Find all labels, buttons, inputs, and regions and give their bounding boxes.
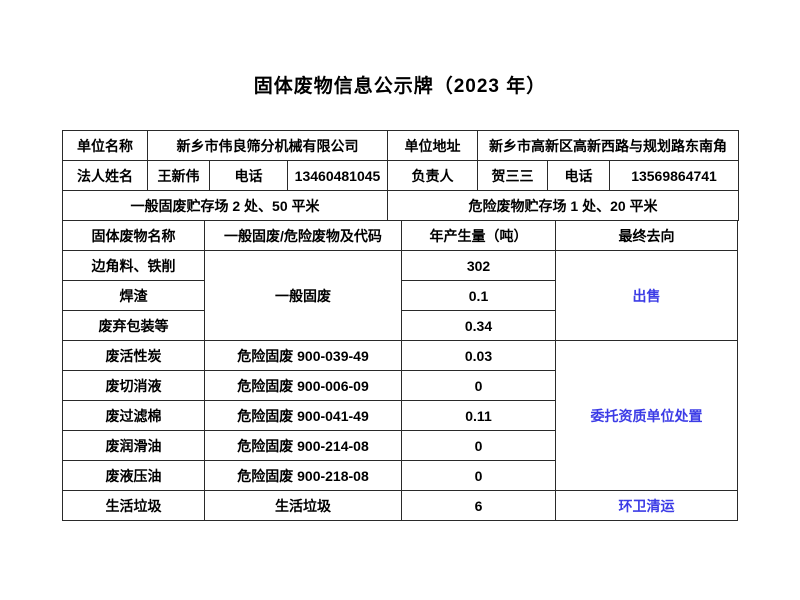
- waste-row: 焊渣 0.1: [62, 280, 738, 311]
- col-header-waste-code: 一般固废/危险废物及代码: [204, 220, 402, 251]
- waste-name-cell: 边角料、铁削: [62, 250, 205, 281]
- waste-row: 废弃包装等 0.34: [62, 310, 738, 341]
- waste-amount-cell: 6: [401, 490, 556, 521]
- col-header-destination: 最终去向: [555, 220, 738, 251]
- waste-amount-cell: 0.34: [401, 310, 556, 341]
- waste-amount-cell: 0: [401, 430, 556, 461]
- waste-row: 生活垃圾 生活垃圾 6 环卫清运: [62, 490, 738, 521]
- legal-person-cell: 王新伟: [147, 160, 210, 191]
- unit-name-label-cell: 单位名称: [62, 130, 148, 161]
- waste-name-cell: 生活垃圾: [62, 490, 205, 521]
- waste-info-board: 单位名称 新乡市伟良筛分机械有限公司 单位地址 新乡市高新区高新西路与规划路东南…: [61, 130, 740, 521]
- waste-destination-cell: 环卫清运: [555, 490, 738, 521]
- unit-address-cell: 新乡市高新区高新西路与规划路东南角: [477, 130, 740, 161]
- waste-row: 边角料、铁削 一般固废 302 出售: [62, 250, 738, 341]
- table-row: 单位名称 新乡市伟良筛分机械有限公司 单位地址 新乡市高新区高新西路与规划路东南…: [62, 130, 740, 161]
- waste-code-cell: 危险固废 900-039-49: [204, 340, 402, 371]
- waste-name-cell: 废弃包装等: [62, 310, 205, 341]
- waste-code-cell: 一般固废: [204, 250, 402, 341]
- waste-row: 废切消液 危险固废 900-006-09 0: [62, 370, 738, 401]
- hazardous-storage-cell: 危险废物贮存场 1 处、20 平米: [387, 190, 740, 221]
- waste-amount-cell: 0.1: [401, 280, 556, 311]
- col-header-amount: 年产生量（吨）: [401, 220, 556, 251]
- phone1-label-cell: 电话: [209, 160, 288, 191]
- legal-person-label-cell: 法人姓名: [62, 160, 148, 191]
- waste-amount-cell: 0: [401, 370, 556, 401]
- table-row: 法人姓名 王新伟 电话 13460481045 负责人 贺三三 电话 13569…: [62, 160, 740, 191]
- col-header-waste-name: 固体废物名称: [62, 220, 205, 251]
- manager-label-cell: 负责人: [387, 160, 479, 191]
- waste-code-cell: 危险固废 900-218-08: [204, 460, 402, 491]
- waste-destination-cell: 委托资质单位处置: [555, 340, 738, 491]
- waste-row: 废润滑油 危险固废 900-214-08 0: [62, 430, 738, 461]
- waste-row: 废过滤棉 危险固废 900-041-49 0.11: [62, 400, 738, 431]
- waste-amount-cell: 302: [401, 250, 556, 281]
- waste-destination-cell: 出售: [555, 250, 738, 341]
- waste-code-cell: 危险固废 900-006-09: [204, 370, 402, 401]
- unit-address-label-cell: 单位地址: [387, 130, 479, 161]
- waste-code-cell: 危险固废 900-041-49: [204, 400, 402, 431]
- table-header-row: 固体废物名称 一般固废/危险废物及代码 年产生量（吨） 最终去向: [62, 220, 738, 251]
- waste-name-cell: 废液压油: [62, 460, 205, 491]
- waste-amount-cell: 0.11: [401, 400, 556, 431]
- waste-name-cell: 废切消液: [62, 370, 205, 401]
- waste-detail-table: 固体废物名称 一般固废/危险废物及代码 年产生量（吨） 最终去向 边角料、铁削 …: [62, 220, 738, 521]
- waste-amount-cell: 0.03: [401, 340, 556, 371]
- phone2-cell: 13569864741: [609, 160, 740, 191]
- general-storage-cell: 一般固废贮存场 2 处、50 平米: [61, 190, 389, 221]
- waste-row: 废活性炭 危险固废 900-039-49 0.03 委托资质单位处置: [62, 340, 738, 491]
- waste-name-cell: 废活性炭: [62, 340, 205, 371]
- page-title: 固体废物信息公示牌（2023 年）: [253, 76, 547, 97]
- table-row: 一般固废贮存场 2 处、50 平米 危险废物贮存场 1 处、20 平米: [61, 190, 740, 221]
- phone2-label-cell: 电话: [547, 160, 611, 191]
- waste-name-cell: 焊渣: [62, 280, 205, 311]
- manager-cell: 贺三三: [477, 160, 549, 191]
- unit-name-cell: 新乡市伟良筛分机械有限公司: [146, 130, 389, 161]
- waste-amount-cell: 0: [401, 460, 556, 491]
- waste-row: 废液压油 危险固废 900-218-08 0: [62, 460, 738, 491]
- unit-info-table: 单位名称 新乡市伟良筛分机械有限公司 单位地址 新乡市高新区高新西路与规划路东南…: [61, 130, 740, 221]
- waste-code-cell: 生活垃圾: [204, 490, 402, 521]
- waste-name-cell: 废润滑油: [62, 430, 205, 461]
- phone1-cell: 13460481045: [286, 160, 389, 191]
- waste-code-cell: 危险固废 900-214-08: [204, 430, 402, 461]
- waste-name-cell: 废过滤棉: [62, 400, 205, 431]
